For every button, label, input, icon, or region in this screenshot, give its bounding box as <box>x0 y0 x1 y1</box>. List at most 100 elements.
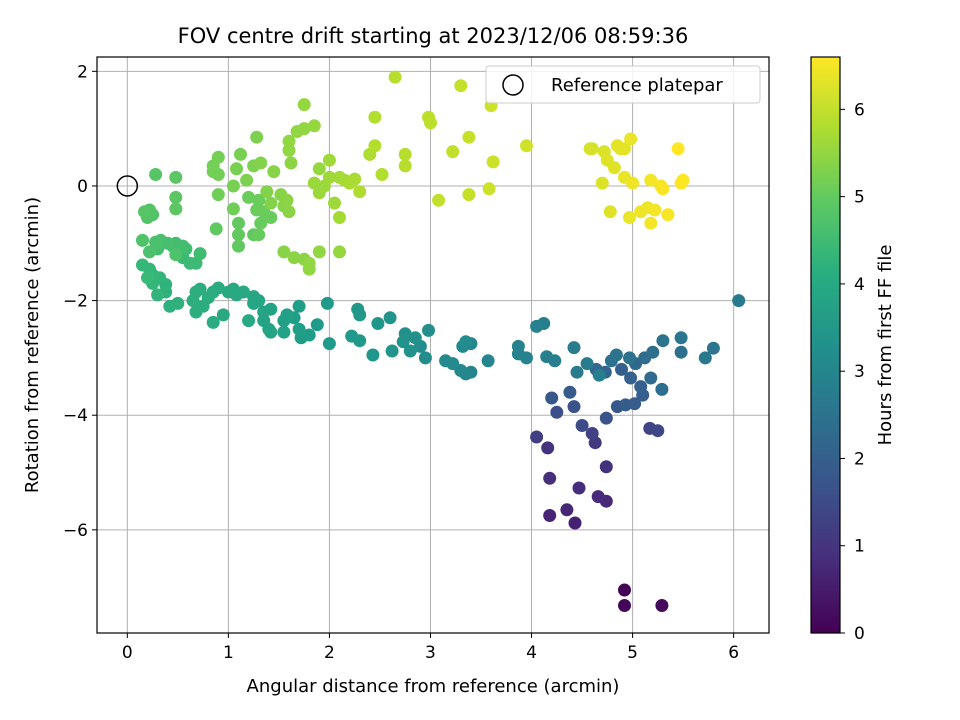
data-point <box>345 329 359 343</box>
data-point <box>189 256 203 270</box>
data-point <box>575 419 589 432</box>
data-point <box>671 142 685 156</box>
colorbar-ticks: 0 1 2 3 4 5 6 <box>840 100 865 644</box>
data-point <box>282 205 296 219</box>
x-tick-label: 4 <box>526 643 537 663</box>
data-point <box>383 311 397 325</box>
data-point <box>312 162 326 176</box>
data-point <box>607 161 621 175</box>
data-point <box>732 294 746 308</box>
data-point <box>568 516 582 530</box>
data-point <box>656 334 670 348</box>
data-point <box>136 233 149 247</box>
data-point <box>186 294 200 308</box>
legend: Reference platepar <box>485 65 761 104</box>
data-point <box>634 380 648 394</box>
x-axis-label: Angular distance from reference (arcmin) <box>247 676 620 697</box>
reference-marker <box>116 175 139 197</box>
data-point <box>550 405 564 419</box>
data-point <box>138 205 151 219</box>
data-point <box>277 325 291 339</box>
data-point <box>240 173 254 187</box>
plot-area <box>96 56 770 634</box>
y-tick-label: −2 <box>63 292 88 312</box>
data-point <box>211 188 225 202</box>
data-point <box>567 341 581 355</box>
data-point <box>591 490 605 504</box>
x-tick-label: 5 <box>627 643 638 663</box>
data-point <box>193 247 207 261</box>
data-point <box>603 205 617 219</box>
data-point <box>543 471 557 485</box>
data-point <box>232 216 245 230</box>
y-axis-label: Rotation from reference (arcmin) <box>22 197 43 493</box>
data-point <box>398 147 412 161</box>
data-point <box>322 153 336 167</box>
data-point <box>661 208 675 222</box>
data-point <box>307 119 321 133</box>
data-point <box>371 317 385 330</box>
data-point <box>545 391 559 405</box>
colorbar-tick-label: 2 <box>854 449 865 469</box>
data-point <box>403 344 417 358</box>
data-point <box>408 331 422 345</box>
data-point <box>280 193 294 207</box>
y-axis-ticks: −6 −4 −2 0 2 <box>63 62 97 541</box>
data-point <box>226 179 240 193</box>
colorbar-tick-label: 6 <box>854 100 865 120</box>
colorbar-tick-label: 5 <box>854 188 865 208</box>
data-point <box>169 170 183 184</box>
data-point <box>623 351 636 365</box>
data-point <box>322 337 336 351</box>
colorbar: 0 1 2 3 4 5 6 Hours from first FF file <box>810 56 896 644</box>
data-point <box>530 430 544 444</box>
data-point <box>230 162 243 176</box>
data-point <box>462 130 476 144</box>
colorbar-tick-label: 1 <box>854 537 865 557</box>
data-point <box>221 285 235 299</box>
data-point <box>644 173 658 187</box>
legend-marker <box>502 74 524 96</box>
x-tick-label: 0 <box>122 643 133 663</box>
colorbar-tick-label: 0 <box>854 624 865 644</box>
data-point <box>592 368 606 382</box>
data-point <box>260 185 274 199</box>
data-point <box>674 345 688 359</box>
data-point <box>626 176 640 190</box>
data-point <box>459 335 473 349</box>
data-point <box>348 172 362 186</box>
x-axis-ticks: 0 1 2 3 4 5 6 <box>122 633 739 663</box>
data-point <box>530 319 544 333</box>
data-point <box>644 216 658 230</box>
data-point <box>169 248 183 262</box>
x-tick-label: 3 <box>425 643 436 663</box>
data-point <box>572 481 586 495</box>
data-point <box>141 271 154 285</box>
data-point <box>163 299 177 313</box>
data-point <box>422 323 435 337</box>
data-points <box>136 70 746 612</box>
data-point <box>297 122 311 136</box>
data-point <box>655 382 669 396</box>
data-point <box>398 159 412 173</box>
legend-box <box>485 65 761 104</box>
data-point <box>698 351 712 365</box>
data-point <box>648 203 662 217</box>
data-point <box>623 211 636 224</box>
data-point <box>242 190 256 204</box>
data-point <box>396 335 410 349</box>
data-point <box>302 256 316 270</box>
data-point <box>624 371 638 385</box>
data-point <box>322 170 336 184</box>
data-point <box>674 331 688 345</box>
data-point <box>149 168 163 181</box>
data-point <box>368 110 382 124</box>
data-point <box>618 142 631 156</box>
data-point <box>388 70 402 84</box>
data-point <box>292 299 306 313</box>
data-point <box>282 134 296 148</box>
data-point <box>226 202 240 216</box>
data-point <box>644 371 658 385</box>
data-point <box>439 354 453 368</box>
